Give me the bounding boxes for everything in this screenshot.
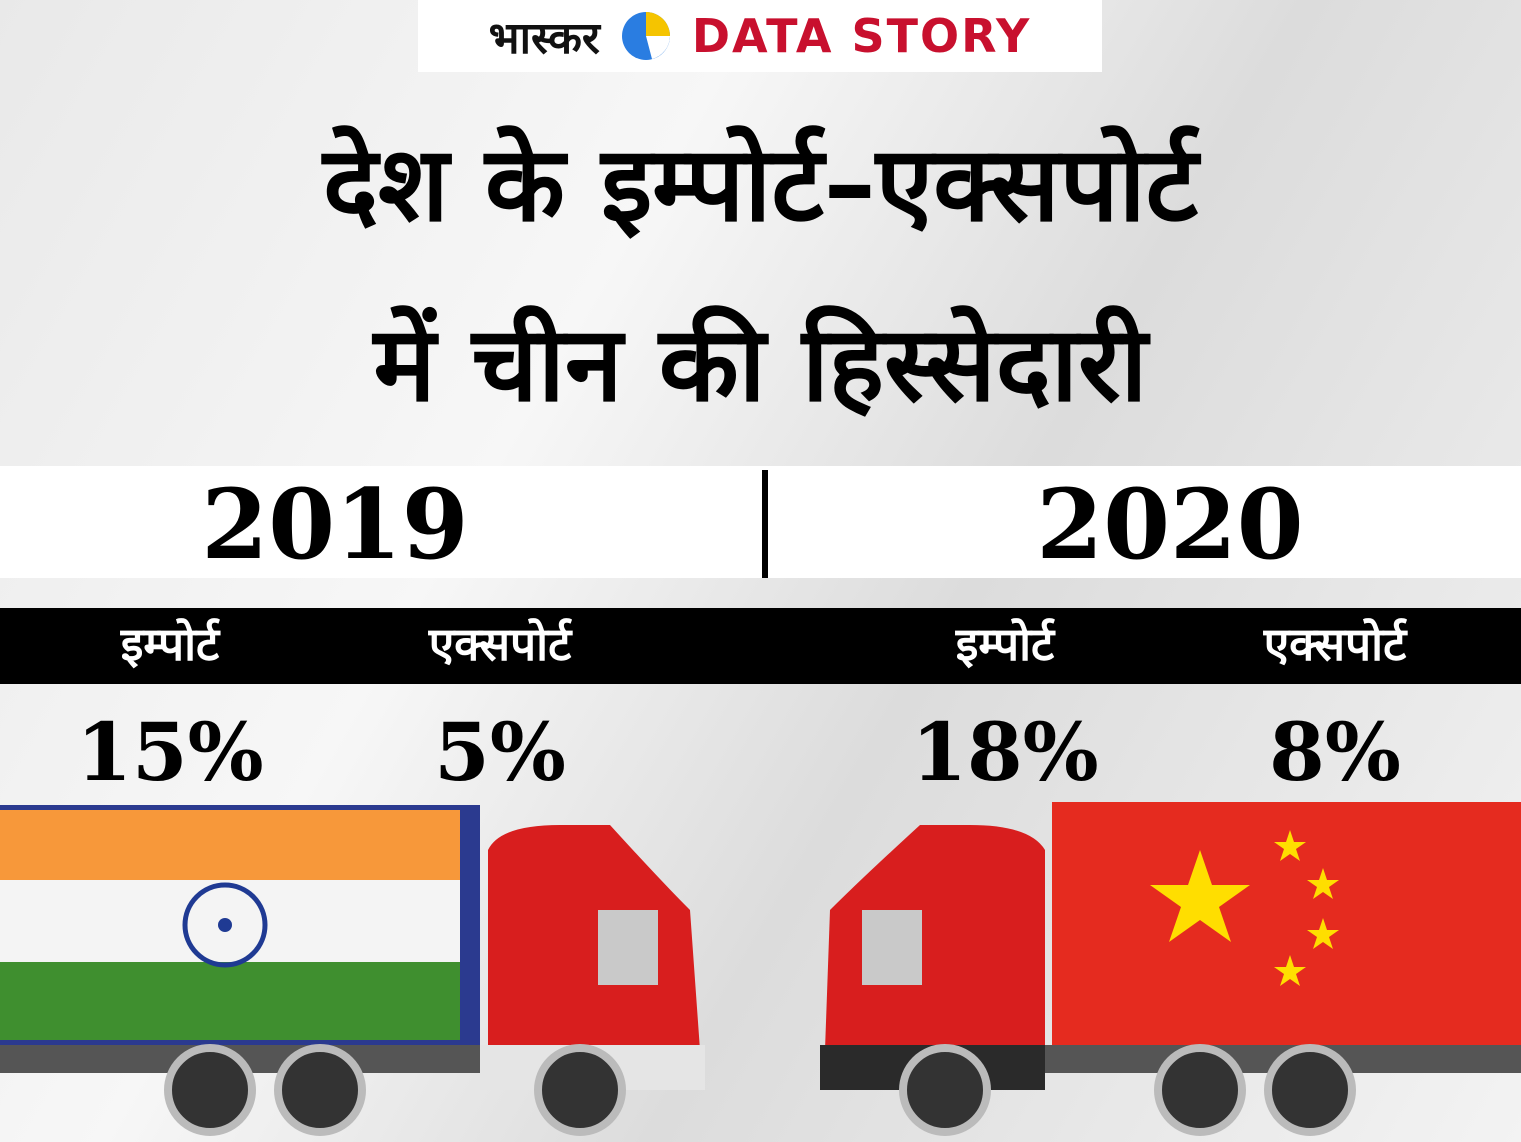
label-band bbox=[0, 608, 1521, 684]
cab-window bbox=[598, 910, 658, 985]
container bbox=[1052, 802, 1521, 1047]
item-value: 15% bbox=[76, 705, 264, 799]
year-label: 2019 bbox=[201, 468, 469, 581]
star bbox=[1274, 955, 1306, 986]
cab bbox=[488, 825, 700, 1050]
title-line: देश के इम्पोर्ट–एक्सपोर्ट bbox=[322, 123, 1199, 245]
brand-header: भास्कर DATA STORY bbox=[418, 0, 1102, 72]
wheels bbox=[899, 1044, 1356, 1136]
item-label: एक्सपोर्ट bbox=[1263, 617, 1407, 671]
star bbox=[1274, 830, 1306, 861]
trucks bbox=[0, 802, 1521, 1136]
logo-slice bbox=[645, 12, 670, 36]
star bbox=[1307, 868, 1339, 899]
wheel bbox=[164, 1044, 256, 1136]
wheel bbox=[274, 1044, 366, 1136]
flag-green bbox=[0, 962, 460, 1040]
item-value: 5% bbox=[434, 705, 566, 799]
cab bbox=[825, 825, 1045, 1050]
star bbox=[1150, 850, 1250, 942]
item-label: इम्पोर्ट bbox=[955, 617, 1055, 671]
title-line: में चीन की हिस्सेदारी bbox=[373, 303, 1148, 425]
brand-name: भास्कर bbox=[488, 13, 600, 64]
wheel bbox=[1264, 1044, 1356, 1136]
cab-window bbox=[862, 910, 922, 985]
wheel bbox=[899, 1044, 991, 1136]
logo-slice bbox=[645, 36, 670, 59]
flag-saffron bbox=[0, 810, 460, 880]
year-label: 2020 bbox=[1036, 468, 1304, 581]
year-band bbox=[0, 466, 1521, 578]
item-value: 18% bbox=[911, 705, 1099, 799]
wheel bbox=[534, 1044, 626, 1136]
item-label: इम्पोर्ट bbox=[120, 617, 220, 671]
item-value: 8% bbox=[1269, 705, 1401, 799]
brand-label: DATA STORY bbox=[691, 9, 1032, 63]
flag-stars bbox=[1150, 830, 1339, 986]
chakra bbox=[182, 882, 268, 968]
wheels bbox=[164, 1044, 626, 1136]
item-label: एक्सपोर्ट bbox=[428, 617, 572, 671]
star bbox=[1307, 918, 1339, 949]
chakra-hub bbox=[218, 918, 232, 932]
wheel bbox=[1154, 1044, 1246, 1136]
divider bbox=[762, 470, 768, 578]
brand-logo bbox=[621, 12, 670, 60]
